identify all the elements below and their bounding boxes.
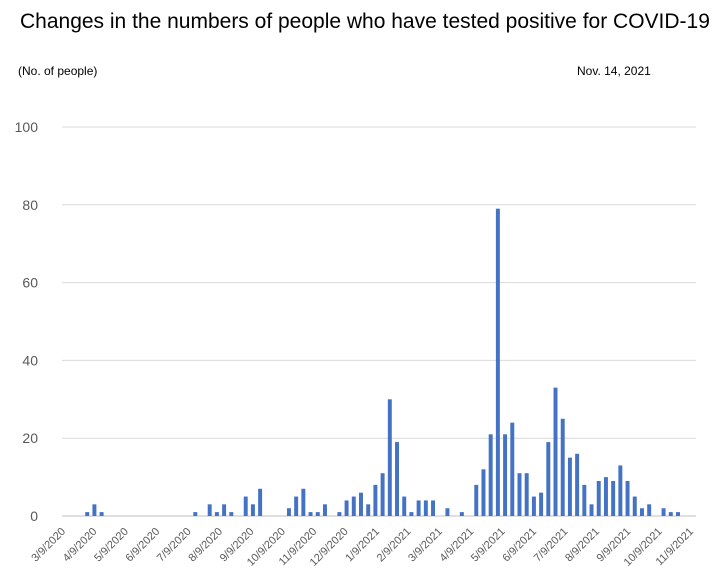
bar bbox=[423, 500, 428, 516]
bar bbox=[531, 496, 536, 516]
bar bbox=[524, 473, 529, 516]
bars bbox=[85, 208, 680, 516]
bar bbox=[560, 418, 565, 516]
bar bbox=[445, 508, 450, 516]
bar bbox=[495, 208, 500, 516]
bar bbox=[546, 442, 551, 516]
bar bbox=[603, 477, 608, 516]
bar bbox=[344, 500, 349, 516]
bar bbox=[402, 496, 407, 516]
bar bbox=[409, 512, 414, 516]
bar bbox=[567, 457, 572, 516]
bar bbox=[575, 453, 580, 516]
bar bbox=[431, 500, 436, 516]
bar bbox=[373, 484, 378, 516]
bar bbox=[589, 504, 594, 516]
bar bbox=[632, 496, 637, 516]
bar bbox=[92, 504, 97, 516]
bar bbox=[668, 512, 673, 516]
bar bbox=[661, 508, 666, 516]
bar bbox=[222, 504, 227, 516]
chart-title: Changes in the numbers of people who hav… bbox=[20, 10, 710, 33]
gridlines bbox=[62, 126, 696, 517]
bar bbox=[315, 512, 320, 516]
y-tick-label: 40 bbox=[22, 352, 38, 368]
bar bbox=[676, 512, 680, 516]
bar bbox=[481, 469, 486, 516]
bar bbox=[596, 480, 601, 516]
bar bbox=[207, 504, 212, 516]
bar bbox=[308, 512, 313, 516]
bar bbox=[553, 387, 558, 516]
y-tick-label: 80 bbox=[22, 197, 38, 213]
bar bbox=[85, 512, 90, 516]
bar bbox=[503, 434, 508, 516]
bar bbox=[474, 484, 479, 516]
bar bbox=[582, 484, 587, 516]
bar bbox=[351, 496, 356, 516]
bar bbox=[639, 508, 644, 516]
bar bbox=[510, 422, 515, 516]
y-tick-label: 0 bbox=[30, 508, 38, 524]
bar bbox=[539, 492, 544, 516]
x-tick-labels: 3/9/20204/9/20205/9/20206/9/20207/9/2020… bbox=[29, 526, 696, 569]
bar bbox=[359, 492, 363, 516]
bar bbox=[229, 512, 234, 516]
bar bbox=[337, 512, 342, 516]
bar bbox=[611, 480, 616, 516]
y-tick-label: 20 bbox=[22, 430, 38, 446]
bar bbox=[193, 512, 198, 516]
bar bbox=[301, 488, 306, 516]
bar bbox=[243, 496, 248, 516]
bar bbox=[286, 508, 291, 516]
report-date: Nov. 14, 2021 bbox=[577, 64, 651, 78]
bar bbox=[488, 434, 493, 516]
bar bbox=[517, 473, 522, 516]
bar bbox=[387, 399, 392, 516]
bar bbox=[416, 500, 421, 516]
bar bbox=[380, 473, 385, 516]
bar bbox=[647, 504, 652, 516]
bar bbox=[459, 512, 464, 516]
bar bbox=[618, 465, 623, 516]
bar bbox=[366, 504, 371, 516]
bar bbox=[625, 480, 630, 516]
bar bbox=[322, 504, 327, 516]
bar bbox=[250, 504, 255, 516]
bar bbox=[395, 442, 399, 516]
y-axis-unit-label: (No. of people) bbox=[18, 64, 98, 78]
y-tick-labels: 0 20 40 60 80 100 bbox=[15, 119, 39, 524]
bar bbox=[99, 512, 104, 516]
y-tick-label: 100 bbox=[15, 119, 39, 135]
y-tick-label: 60 bbox=[22, 275, 38, 291]
bar bbox=[294, 496, 299, 516]
bar bbox=[214, 512, 219, 516]
bar bbox=[258, 488, 263, 516]
